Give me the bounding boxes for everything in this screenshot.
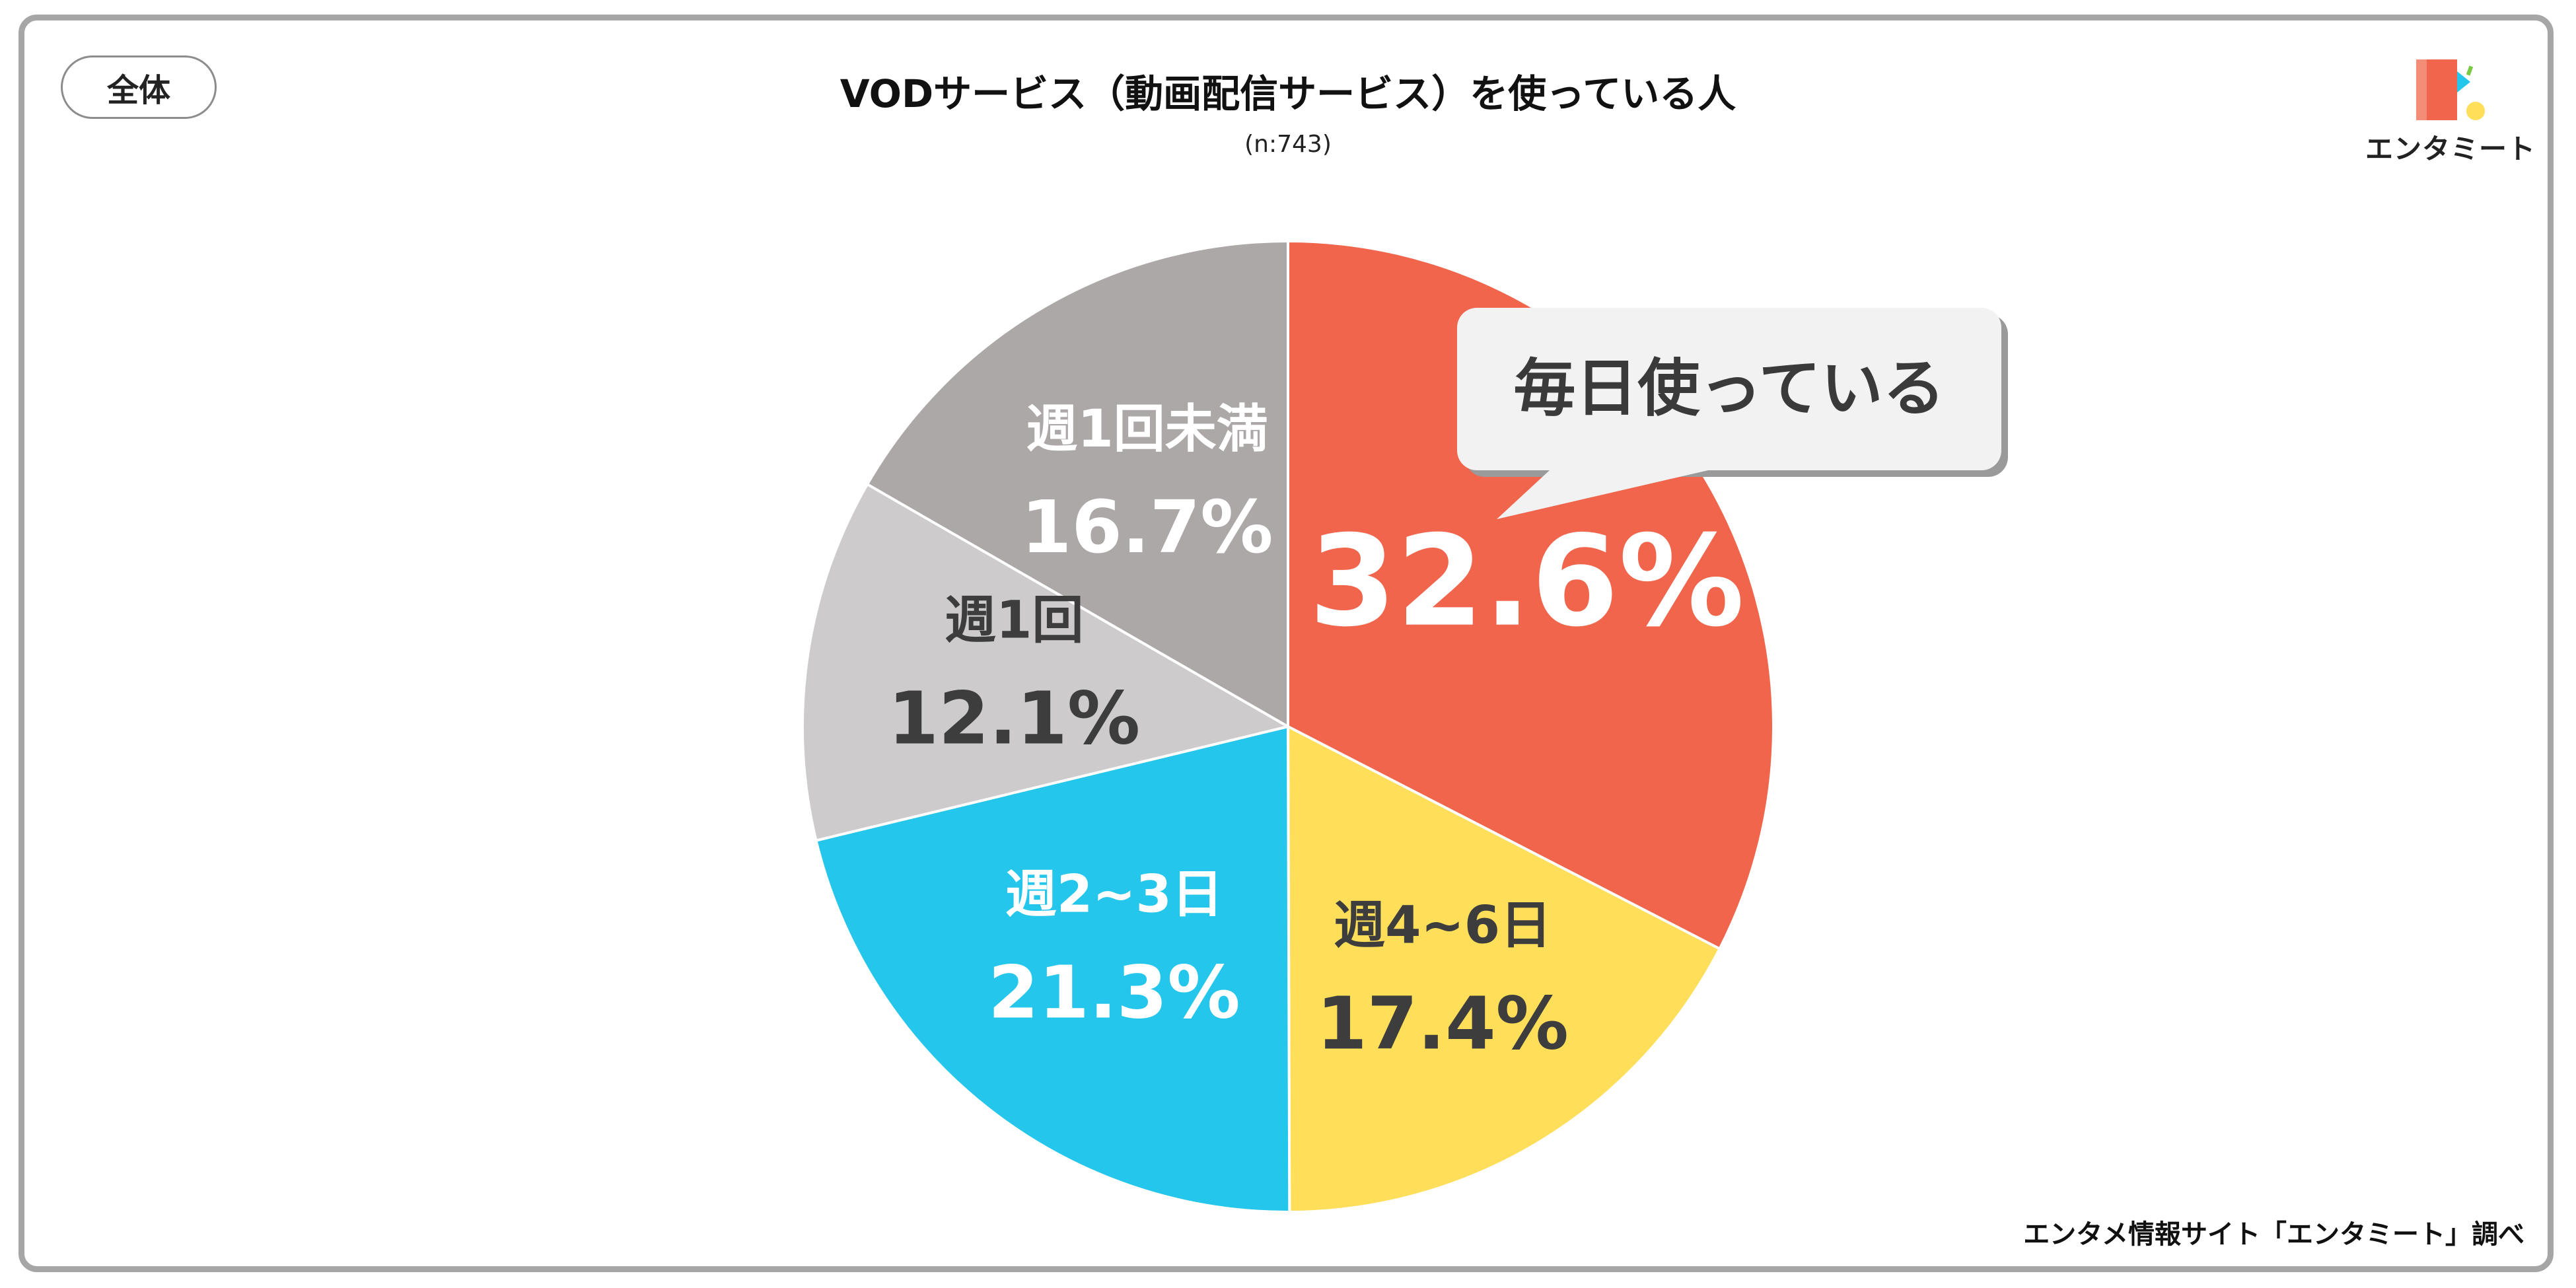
chart-title: VODサービス（動画配信サービス）を使っている人 <box>840 71 1736 116</box>
logo-block-red-light <box>2416 59 2427 120</box>
entameet-logo-icon <box>2416 59 2485 120</box>
callout-body <box>1457 308 2001 519</box>
callout-bubble: 毎日使っている <box>1457 308 2008 519</box>
slice-value-label: 12.1% <box>888 676 1141 760</box>
slice-category-label: 週1回未満 <box>1026 400 1268 459</box>
pie-slice <box>865 239 1289 729</box>
logo-text: エンタミート <box>2365 133 2536 165</box>
slice-value-label: 21.3% <box>988 950 1240 1034</box>
pie-labels: 32.6% 週4~6日 17.4% 週2~3日 21.3% 週1回 12.1% 週1回未満 16… <box>888 400 1744 1065</box>
slice-category-label: 週4~6日 <box>1334 896 1552 955</box>
slice-value-label: 32.6% <box>1309 509 1744 655</box>
slice-value-label: 16.7% <box>1021 485 1273 569</box>
pie-slice <box>814 725 1291 1214</box>
callout-text: 毎日使っている <box>1513 353 1945 425</box>
slice-category-label: 週1回 <box>945 590 1083 650</box>
pie-slice <box>1286 724 1722 1214</box>
logo-triangle-blue <box>2457 71 2470 92</box>
source-note: エンタメ情報サイト「エンタミート」調べ <box>2023 1219 2524 1250</box>
pie-slice <box>801 482 1292 842</box>
scope-badge: 全体 <box>61 55 217 119</box>
sample-size: (n:743) <box>1244 131 1332 158</box>
slice-category-label: 週2~3日 <box>1005 865 1223 924</box>
logo-dot-yellow <box>2466 102 2485 120</box>
slice-value-label: 17.4% <box>1316 981 1569 1065</box>
logo-spark-green <box>2466 65 2474 76</box>
